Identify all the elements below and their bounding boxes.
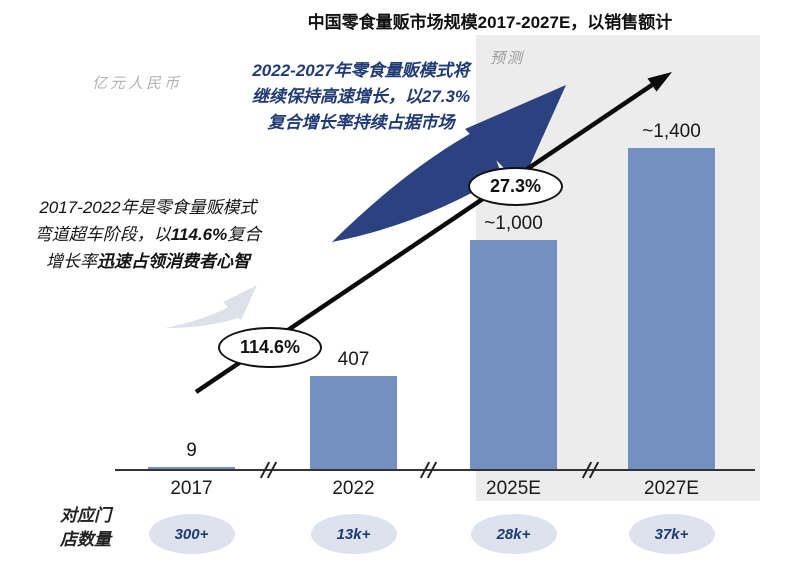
bar-value-label: 407 xyxy=(337,349,370,370)
category-label: 2017 xyxy=(170,478,213,499)
chart-title: 中国零食量贩市场规模2017-2027E，以销售额计 xyxy=(307,13,673,32)
store-count-badge: 13k+ xyxy=(310,514,397,554)
category-label: 2022 xyxy=(332,478,375,499)
bar-value-label: 9 xyxy=(186,440,197,461)
note-future-cagr: 27.3% xyxy=(421,87,471,106)
note-past-growth: 2017-2022年是零食量贩模式弯道超车阶段，以114.6%复合增长率迅速占领… xyxy=(34,194,262,275)
bar xyxy=(148,467,235,470)
store-count-badge: 300+ xyxy=(148,514,235,554)
axis-break-icon xyxy=(581,461,600,479)
note-future-tail: 持续占据市场 xyxy=(352,113,455,132)
note-future-mid: 复合增长率 xyxy=(267,113,353,132)
store-count-row-label: 对应门 店数量 xyxy=(60,506,111,549)
category-label: 2025E xyxy=(486,478,541,499)
bar xyxy=(628,148,715,470)
store-count-badge: 28k+ xyxy=(470,514,557,554)
bar xyxy=(470,240,557,470)
x-axis-line xyxy=(115,469,755,471)
axis-break-icon xyxy=(419,461,438,479)
category-label: 2027E xyxy=(644,478,699,499)
cagr-badge-2017-2022: 114.6% xyxy=(218,327,322,368)
y-axis-unit-label: 亿元人民币 xyxy=(92,75,183,92)
bar-value-label: ~1,000 xyxy=(484,213,543,234)
bar-value-label: ~1,400 xyxy=(642,121,701,142)
cagr-badge-2022-2027: 27.3% xyxy=(468,167,563,206)
note-future-growth: 2022-2027年零食量贩模式将继续保持高速增长，以27.3%复合增长率持续占… xyxy=(250,58,472,136)
axis-break-icon xyxy=(259,461,278,479)
note-past-tail: 迅速占领消费者心智 xyxy=(97,252,250,271)
forecast-label: 预测 xyxy=(490,50,525,67)
early-growth-arrow xyxy=(165,285,257,328)
store-count-badge: 37k+ xyxy=(628,514,715,554)
note-past-cagr: 114.6% xyxy=(170,225,228,244)
bar xyxy=(310,376,397,470)
